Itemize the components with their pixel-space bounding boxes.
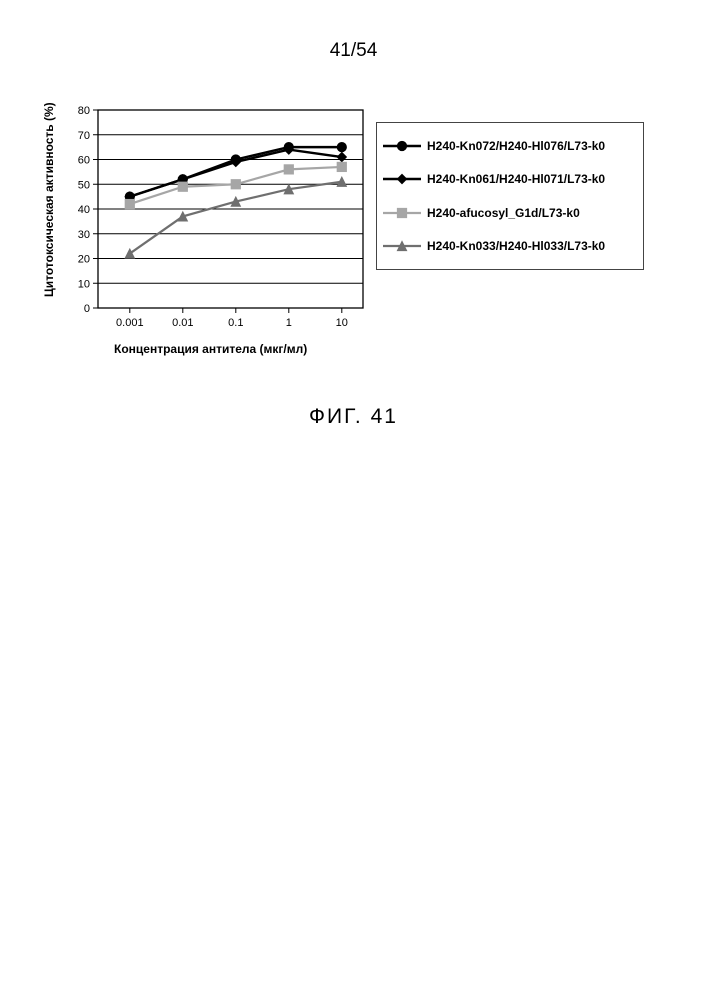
legend-label: H240-Kn033/H240-Hl033/L73-k0	[427, 239, 605, 253]
legend-label: H240-Kn072/H240-Hl076/L73-k0	[427, 139, 605, 153]
y-tick-label: 60	[78, 155, 90, 167]
x-axis-label: Концентрация антитела (мкг/мл)	[114, 342, 307, 356]
legend-swatch	[381, 235, 423, 257]
page-number: 41/54	[0, 40, 707, 62]
legend-item: H240-Kn061/H240-Hl071/L73-k0	[381, 165, 639, 193]
x-tick-label: 1	[286, 317, 292, 329]
y-tick-label: 40	[78, 204, 90, 216]
legend-swatch	[381, 135, 423, 157]
legend-item: H240-afucosyl_G1d/L73-k0	[381, 199, 639, 227]
y-tick-label: 80	[78, 105, 90, 117]
legend-item: H240-Kn033/H240-Hl033/L73-k0	[381, 232, 639, 260]
y-tick-label: 30	[78, 229, 90, 241]
x-tick-label: 0.1	[228, 317, 243, 329]
x-tick-label: 0.01	[172, 317, 193, 329]
y-tick-label: 10	[78, 278, 90, 290]
legend-swatch	[381, 168, 423, 190]
y-tick-label: 50	[78, 179, 90, 191]
legend-label: H240-afucosyl_G1d/L73-k0	[427, 206, 580, 220]
legend: H240-Kn072/H240-Hl076/L73-k0 H240-Kn061/H…	[376, 122, 644, 270]
chart-container: 010203040506070800.0010.010.1110 Цитоток…	[56, 102, 656, 362]
legend-label: H240-Kn061/H240-Hl071/L73-k0	[427, 172, 605, 186]
x-tick-label: 0.001	[116, 317, 144, 329]
y-tick-label: 70	[78, 130, 90, 142]
page: 41/54 0 10 20 30 40 50 60 70 80 0.001 0.01 0.1 1 10 Ц…	[0, 0, 707, 1000]
x-tick-label: 10	[336, 317, 348, 329]
legend-swatch	[381, 202, 423, 224]
y-tick-label: 0	[84, 303, 90, 315]
figure-caption: ФИГ. 41	[0, 405, 707, 429]
y-tick-label: 20	[78, 254, 90, 266]
legend-item: H240-Kn072/H240-Hl076/L73-k0	[381, 132, 639, 160]
y-axis-label: Цитотоксическая активность (%)	[42, 102, 56, 297]
